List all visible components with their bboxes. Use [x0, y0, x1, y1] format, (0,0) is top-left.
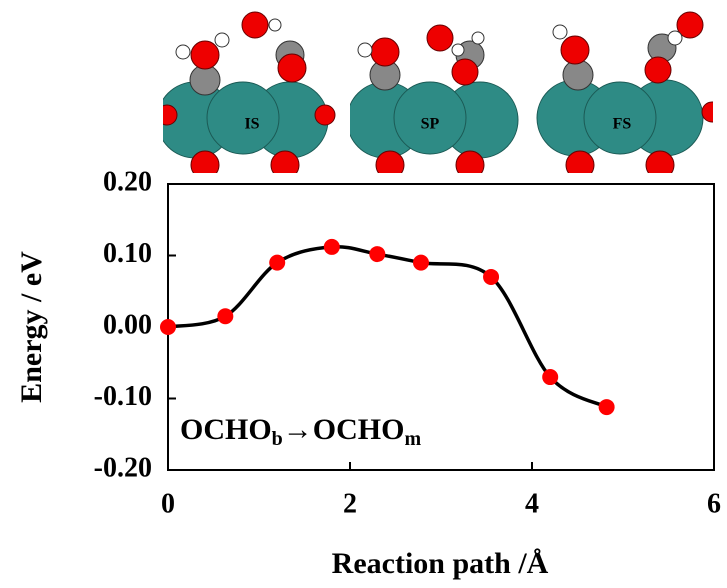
annotation-part: →OCHO — [283, 413, 405, 446]
panel-label: IS — [244, 116, 259, 133]
y-tick-label: 0.10 — [103, 238, 152, 269]
annotation-sub: m — [404, 428, 421, 450]
y-tick-label: 0.00 — [103, 309, 152, 340]
y-tick-label: -0.10 — [94, 381, 152, 412]
energy-curve — [168, 247, 607, 407]
point — [483, 269, 499, 285]
panel-label: FS — [613, 116, 632, 133]
point — [324, 239, 340, 255]
annotation-part: OCHO — [180, 413, 272, 446]
x-tick-label: 2 — [343, 488, 357, 519]
y-tick-label: 0.20 — [103, 166, 152, 197]
x-tick-label: 0 — [161, 488, 175, 519]
chart: IS SP FS Reaction path /Å Energy / eV OC… — [0, 0, 727, 588]
y-axis-title: Energy / eV — [15, 251, 48, 403]
point — [413, 255, 429, 271]
snapshot-sp — [347, 25, 518, 179]
point — [217, 308, 233, 324]
point — [369, 246, 385, 262]
panel-label: SP — [421, 116, 440, 133]
x-tick-label: 6 — [707, 488, 721, 519]
point — [599, 399, 615, 415]
point — [160, 319, 176, 335]
snapshot-fs — [537, 12, 722, 179]
annotation: OCHOb→OCHOm — [180, 413, 421, 450]
snapshot-is — [157, 12, 335, 179]
x-tick-label: 4 — [525, 488, 539, 519]
annotation-sub: b — [272, 428, 283, 450]
point — [542, 369, 558, 385]
x-axis-title: Reaction path /Å — [332, 547, 549, 580]
y-tick-label: -0.20 — [94, 452, 152, 483]
point — [269, 255, 285, 271]
